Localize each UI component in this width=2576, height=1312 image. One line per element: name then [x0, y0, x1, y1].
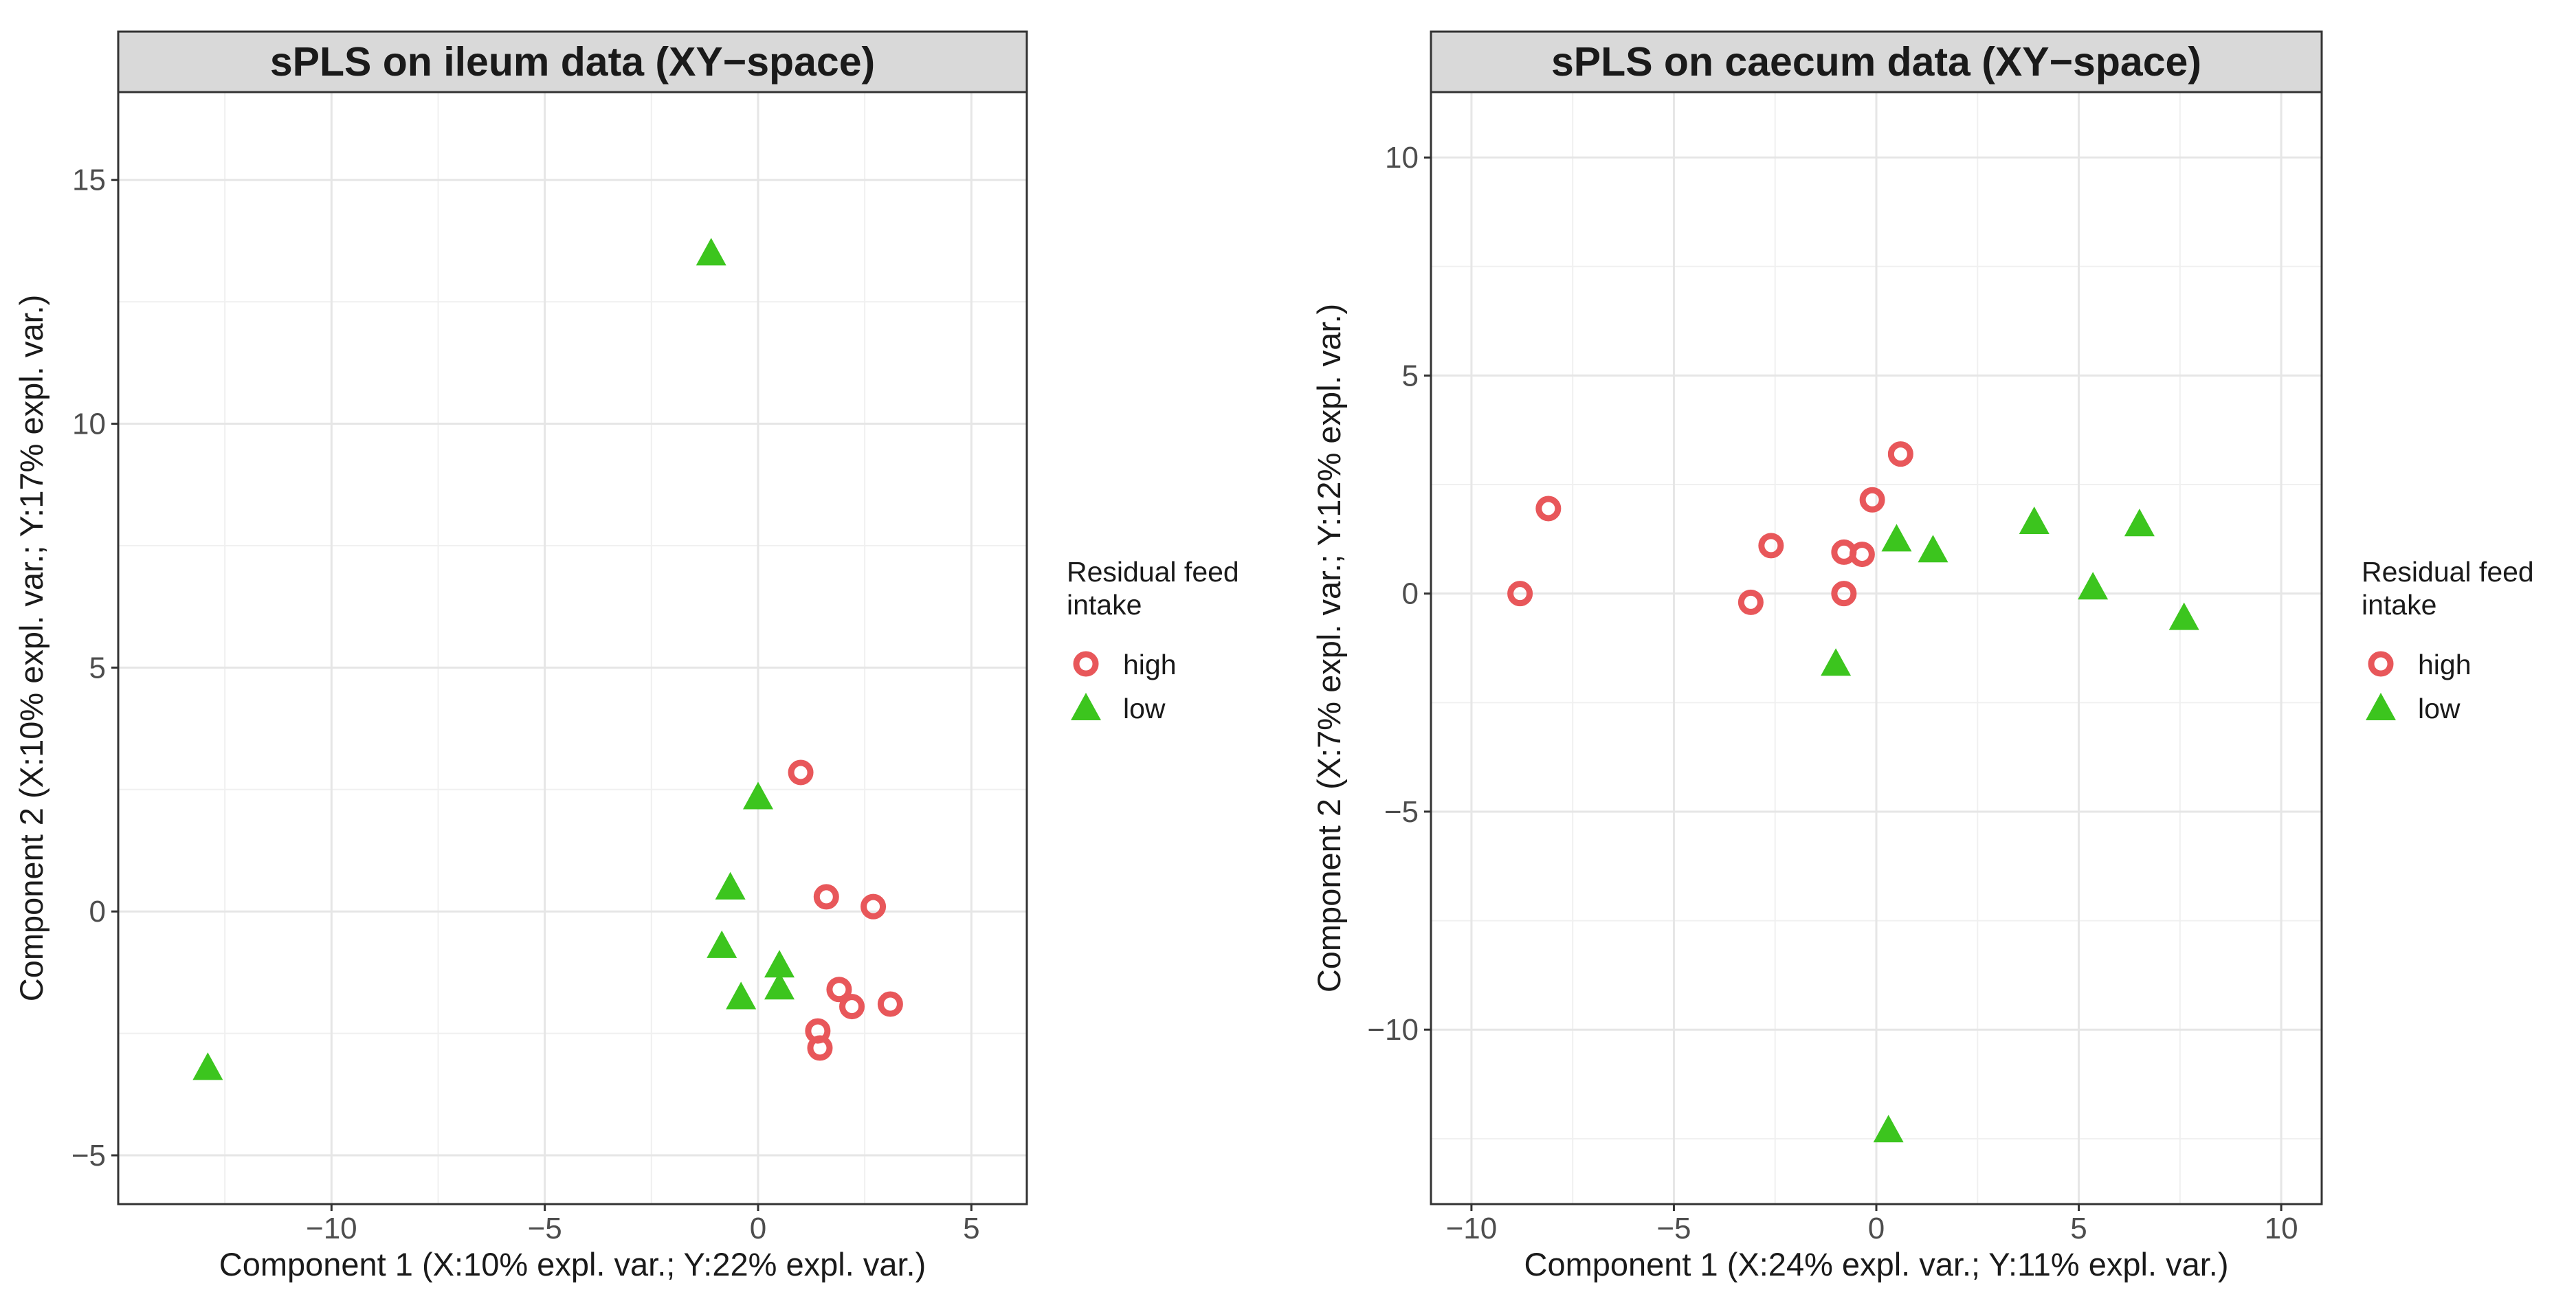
y-tick-label: −5	[71, 1139, 106, 1172]
point-high	[877, 991, 903, 1017]
legend-title-line2: intake	[1067, 589, 1142, 621]
point-low	[715, 871, 746, 900]
legend-label: high	[2418, 649, 2472, 680]
legend-label: high	[1123, 649, 1177, 680]
y-tick-label: 10	[1385, 141, 1419, 175]
point-high	[839, 994, 865, 1020]
point-low	[1873, 1115, 1904, 1143]
point-high	[813, 884, 839, 910]
legend-key-high	[1073, 651, 1099, 677]
point-low	[764, 950, 795, 978]
legend-label: low	[1123, 693, 1166, 724]
point-low	[1821, 648, 1852, 676]
legend-label: low	[2418, 693, 2461, 724]
point-high	[1887, 441, 1913, 467]
legend-key-low	[2366, 693, 2396, 721]
point-low	[707, 930, 737, 958]
point-high	[1831, 581, 1857, 607]
y-axis-title: Component 2 (X:10% expl. var.; Y:17% exp…	[13, 295, 49, 1001]
point-low	[192, 1052, 223, 1080]
y-tick-label: 15	[72, 164, 106, 197]
x-tick-label: 0	[1868, 1212, 1885, 1245]
point-high	[788, 759, 814, 786]
series-high	[1507, 441, 1913, 615]
series-high	[788, 759, 903, 1061]
plot-border	[117, 91, 1028, 1205]
y-tick-label: −10	[1367, 1013, 1419, 1047]
x-tick-label: 5	[963, 1212, 979, 1245]
point-high	[1849, 542, 1875, 568]
point-high	[826, 977, 852, 1003]
legend-title-line2: intake	[2362, 589, 2436, 621]
point-low	[696, 238, 726, 266]
point-low	[2019, 506, 2050, 535]
point-high	[1507, 581, 1533, 607]
y-tick-label: 5	[1402, 359, 1419, 392]
point-high	[1859, 487, 1885, 513]
chart-title: sPLS on caecum data (XY−space)	[1551, 39, 2201, 85]
facet-strip	[117, 30, 1028, 93]
point-high	[860, 893, 887, 920]
chart-title: sPLS on ileum data (XY−space)	[270, 39, 875, 85]
point-high	[807, 1035, 833, 1061]
point-low	[1881, 524, 1912, 552]
point-low	[2078, 572, 2109, 600]
series-low	[1821, 506, 2199, 1143]
point-high	[1758, 533, 1784, 559]
x-tick-label: −5	[1656, 1212, 1691, 1245]
panel-1: sPLS on ileum data (XY−space) −10 −5 0 5 −5 0 5…	[13, 30, 1239, 1282]
y-tick-label: 0	[89, 895, 106, 929]
point-low	[726, 981, 757, 1010]
legend-title: Residual feed	[1067, 556, 1239, 588]
panel-2: sPLS on caecum data (XY−space) −10 −5 0 5 10 −…	[1311, 30, 2534, 1282]
x-tick-label: 5	[2070, 1212, 2087, 1245]
x-tick-label: −10	[1446, 1212, 1498, 1245]
point-low	[742, 781, 773, 810]
y-axis-title: Component 2 (X:7% expl. var.; Y:12% expl…	[1311, 304, 1347, 992]
gridlines	[1431, 92, 2322, 1204]
x-tick-label: −5	[528, 1212, 562, 1245]
y-tick-label: 0	[1402, 577, 1419, 611]
legend-key-low	[1071, 693, 1101, 721]
point-low	[764, 972, 795, 1000]
gridlines	[118, 92, 1027, 1204]
x-tick-label: −10	[306, 1212, 357, 1245]
facet-strip	[1430, 30, 2323, 93]
legend-title: Residual feed	[2362, 556, 2534, 588]
y-tick-label: 10	[72, 408, 106, 441]
point-low	[2168, 602, 2199, 630]
legend-key-high	[2368, 651, 2394, 677]
point-high	[1737, 589, 1764, 615]
x-tick-label: 10	[2265, 1212, 2298, 1245]
x-axis-title: Component 1 (X:10% expl. var.; Y:22% exp…	[219, 1246, 926, 1282]
point-low	[2124, 509, 2155, 537]
x-axis-title: Component 1 (X:24% expl. var.; Y:11% exp…	[1524, 1246, 2229, 1282]
y-tick-label: −5	[1384, 795, 1419, 829]
x-tick-label: 0	[750, 1212, 766, 1245]
y-tick-label: 5	[89, 651, 106, 685]
point-low	[1918, 535, 1948, 563]
series-low	[192, 238, 795, 1080]
point-high	[1535, 496, 1562, 522]
